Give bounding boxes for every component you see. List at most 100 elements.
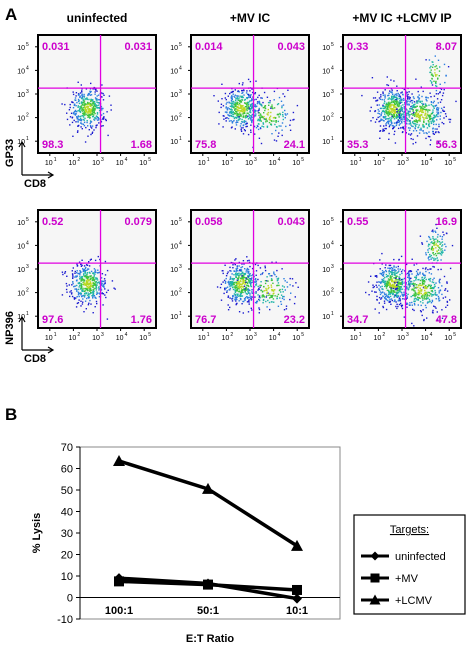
flow-dot bbox=[405, 263, 408, 266]
flow-dot bbox=[224, 111, 227, 113]
flow-dot bbox=[248, 285, 250, 288]
flow-panel-frame bbox=[37, 34, 157, 154]
flow-dot bbox=[289, 284, 291, 286]
flow-dot bbox=[76, 275, 78, 277]
flow-dot bbox=[234, 291, 237, 294]
flow-dot bbox=[253, 276, 255, 278]
flow-dot bbox=[244, 279, 247, 282]
flow-dot bbox=[413, 111, 415, 114]
flow-dot bbox=[274, 274, 276, 276]
flow-dot bbox=[241, 263, 243, 265]
flow-dot bbox=[431, 295, 433, 297]
flow-dot bbox=[267, 287, 269, 290]
flow-dot bbox=[403, 115, 406, 118]
y-tick-label: 10 bbox=[17, 267, 25, 274]
flow-dot bbox=[424, 298, 426, 300]
flow-dot bbox=[380, 281, 382, 283]
flow-dot bbox=[237, 90, 240, 92]
flow-dot bbox=[258, 101, 260, 103]
flow-dot bbox=[254, 93, 256, 95]
flow-dot bbox=[430, 254, 432, 257]
flow-dot bbox=[398, 299, 400, 302]
flow-dot bbox=[276, 297, 278, 299]
flow-dot bbox=[250, 297, 252, 300]
flow-dot bbox=[232, 116, 234, 118]
flow-dot bbox=[446, 282, 448, 284]
flow-dot bbox=[423, 277, 426, 280]
y-tick-exponent: 4 bbox=[26, 240, 29, 246]
flow-dot bbox=[267, 285, 269, 287]
flow-dot bbox=[289, 119, 292, 122]
flow-dot bbox=[390, 108, 392, 111]
flow-dot bbox=[388, 291, 391, 293]
quadrant-ll-percent: 76.7 bbox=[195, 314, 216, 326]
flow-dot bbox=[239, 118, 241, 120]
flow-dot bbox=[269, 115, 272, 117]
flow-dot bbox=[418, 119, 420, 121]
flow-dot bbox=[422, 103, 424, 106]
flow-dot bbox=[387, 113, 389, 115]
flow-dot bbox=[258, 295, 261, 297]
flow-dot bbox=[430, 242, 432, 244]
flow-dot bbox=[79, 106, 81, 108]
flow-dot bbox=[426, 302, 429, 304]
flow-dot bbox=[76, 118, 78, 120]
x-tick-label: 10 bbox=[139, 335, 147, 342]
flow-dot bbox=[415, 276, 417, 278]
flow-dot bbox=[238, 110, 240, 112]
flow-dot bbox=[245, 120, 247, 123]
flow-dot bbox=[273, 99, 275, 101]
flow-dot bbox=[65, 282, 68, 285]
flow-dot bbox=[91, 125, 94, 127]
flow-dot bbox=[262, 116, 264, 119]
flow-dot bbox=[228, 101, 230, 103]
flow-dot bbox=[391, 104, 393, 106]
flow-dot bbox=[434, 289, 436, 292]
flow-dot bbox=[392, 128, 394, 130]
flow-dot bbox=[428, 243, 431, 246]
flow-dot bbox=[95, 89, 97, 91]
flow-dot bbox=[431, 112, 434, 115]
flow-dot bbox=[94, 270, 96, 272]
flow-dot bbox=[439, 247, 441, 249]
flow-dot bbox=[386, 285, 389, 287]
flow-dot bbox=[390, 79, 392, 81]
flow-dot bbox=[236, 288, 238, 290]
flow-dot bbox=[406, 288, 408, 290]
flow-dot bbox=[79, 270, 81, 272]
flow-dot bbox=[410, 107, 412, 110]
flow-dot bbox=[91, 131, 94, 133]
flow-dot bbox=[430, 82, 433, 84]
flow-dot bbox=[97, 292, 99, 294]
flow-dot bbox=[260, 142, 263, 145]
flow-dot bbox=[231, 281, 233, 283]
flow-dot bbox=[246, 102, 248, 104]
flow-dot bbox=[243, 94, 245, 96]
x-tick-exponent: 5 bbox=[301, 332, 304, 338]
flow-dot bbox=[93, 129, 95, 131]
flow-dot bbox=[71, 117, 73, 119]
flow-dot bbox=[221, 83, 223, 85]
flow-dot bbox=[234, 293, 236, 296]
flow-dot bbox=[268, 293, 271, 295]
y-tick-exponent: 5 bbox=[179, 42, 182, 48]
flow-dot bbox=[391, 269, 393, 271]
flow-dot bbox=[254, 301, 257, 304]
y-tick-label: 50 bbox=[61, 485, 73, 497]
flow-dot bbox=[427, 97, 429, 99]
flow-dot bbox=[387, 115, 390, 117]
flow-dot bbox=[237, 286, 239, 288]
flow-dot bbox=[403, 116, 406, 119]
flow-dot bbox=[415, 263, 418, 265]
flow-dot bbox=[389, 103, 391, 105]
flow-dot bbox=[263, 285, 265, 288]
flow-dot bbox=[455, 100, 457, 103]
flow-dot bbox=[431, 117, 433, 120]
flow-dot bbox=[248, 279, 250, 281]
flow-dot bbox=[400, 116, 402, 119]
flow-dot bbox=[281, 285, 284, 287]
flow-dot bbox=[258, 137, 261, 139]
flow-dot bbox=[89, 285, 92, 287]
flow-dot bbox=[232, 102, 234, 105]
flow-dot bbox=[76, 280, 78, 282]
